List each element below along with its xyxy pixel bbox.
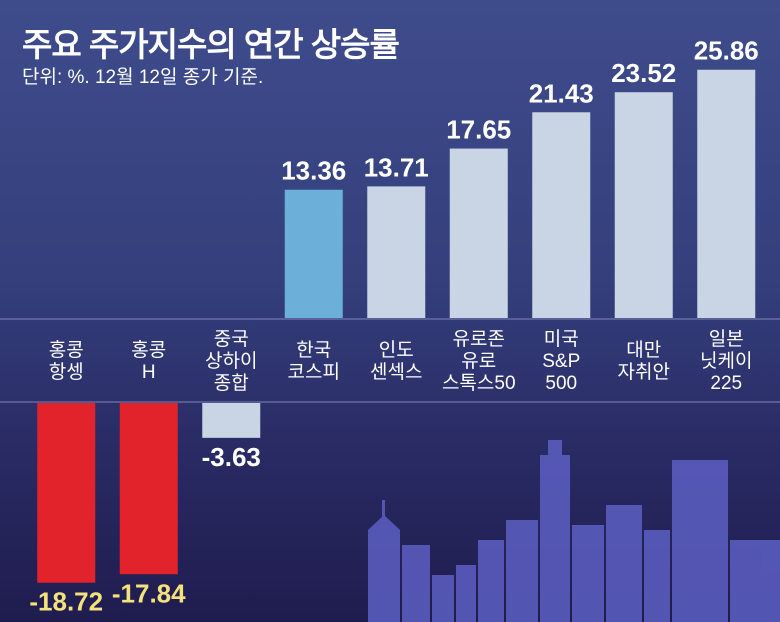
category-label-2-0: 중국 [214,329,249,350]
category-label-2-2: 종합 [214,372,249,394]
value-label-6: 21.43 [529,78,594,108]
category-label-0-0: 홍콩 [49,339,84,361]
category-label-8-1: 닛케이 [700,350,752,372]
value-label-7: 23.52 [611,58,676,88]
category-label-7-0: 대만 [626,339,661,361]
category-label-4-0: 인도 [379,339,414,361]
category-label-6-2: 500 [545,373,577,394]
category-label-5-0: 유로존 [453,329,505,350]
chart-title: 주요 주가지수의 연간 상승률 [22,26,400,63]
category-label-6-0: 미국 [544,328,579,350]
category-label-8-0: 일본 [709,328,744,350]
category-label-1-0: 홍콩 [131,339,166,361]
category-label-0-1: 항셍 [49,361,84,383]
value-label-3: 13.36 [281,156,346,186]
category-label-6-1: S&P [542,351,580,372]
bar-1 [119,403,178,575]
bar-8 [697,69,756,318]
value-label-5: 17.65 [446,115,511,145]
category-label-5-1: 유로 [461,351,496,372]
bar-6 [532,112,591,318]
city-skyline-decoration [368,440,780,622]
bar-0 [37,403,96,583]
category-label-2-1: 상하이 [205,350,257,372]
bar-7 [614,92,673,318]
value-label-2: -3.63 [202,442,261,472]
category-label-4-1: 센섹스 [370,361,422,383]
category-label-1-1: H [142,362,156,383]
category-label-8-2: 225 [710,373,742,394]
bar-3 [284,189,343,318]
category-label-7-1: 자취안 [618,361,670,383]
bar-2 [202,403,261,438]
value-label-0: -18.72 [29,587,103,617]
chart-subtitle: 단위: %. 12월 12일 종가 기준. [22,67,264,88]
bar-5 [449,148,508,318]
category-label-3-0: 한국 [296,339,331,361]
category-label-5-2: 스톡스50 [442,373,516,394]
value-label-8: 25.86 [694,36,759,66]
value-label-1: -17.84 [112,578,186,608]
bar-4 [367,186,426,318]
category-label-3-1: 코스피 [288,361,340,383]
value-label-4: 13.71 [364,152,429,182]
